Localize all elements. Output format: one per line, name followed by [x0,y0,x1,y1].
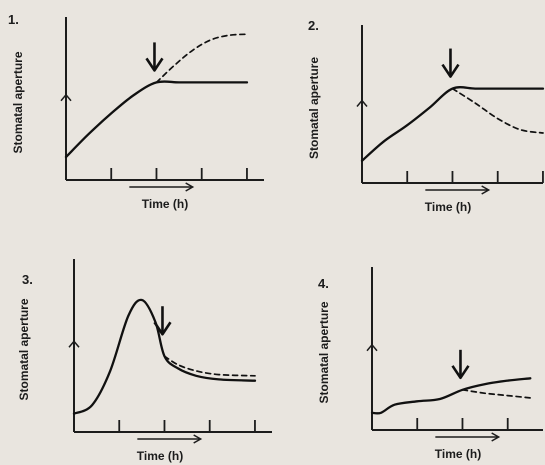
panel-number: 3. [22,272,33,287]
treatment-arrow-head [441,63,460,78]
solid-series-line [360,86,545,162]
y-axis-arrow [60,93,72,102]
y-axis-label: Stomatal aperture [17,298,31,400]
treatment-arrow-head [145,57,164,72]
time-arrow-head [481,185,491,195]
x-axis-label: Time (h) [137,449,183,463]
x-axis-label: Time (h) [435,447,481,461]
y-axis-arrow [68,340,80,348]
y-axis-label: Stomatal aperture [307,57,321,159]
dashed-series-line [461,388,532,399]
panel-2: 2. Time (h) Stomatal aperture [307,18,545,214]
time-arrow-head [193,434,203,444]
treatment-arrow-head [451,365,470,380]
y-axis-arrow [356,99,368,107]
y-axis-label: Stomatal aperture [317,301,331,403]
time-arrow-head [491,432,501,442]
dashed-series-line [163,355,256,377]
dashed-series-line [155,33,248,84]
panel-number: 4. [318,276,329,291]
panel-1: 1. Time (h) Stomatal aperture [8,12,264,211]
panel-number: 1. [8,12,19,27]
y-axis-label: Stomatal aperture [11,51,25,153]
panel-4: 4. Time (h) Stomatal aperture [317,267,543,461]
panel-3: 3. Time (h) Stomatal aperture [17,259,272,463]
y-axis-arrow [366,343,378,352]
dashed-series-line [451,87,544,134]
solid-series-line [370,377,532,415]
x-axis-label: Time (h) [425,200,471,214]
solid-series-line [64,80,249,159]
panel-number: 2. [308,18,319,33]
treatment-arrow-head [153,321,172,336]
time-arrow-head [185,182,195,192]
x-axis-label: Time (h) [142,197,188,211]
